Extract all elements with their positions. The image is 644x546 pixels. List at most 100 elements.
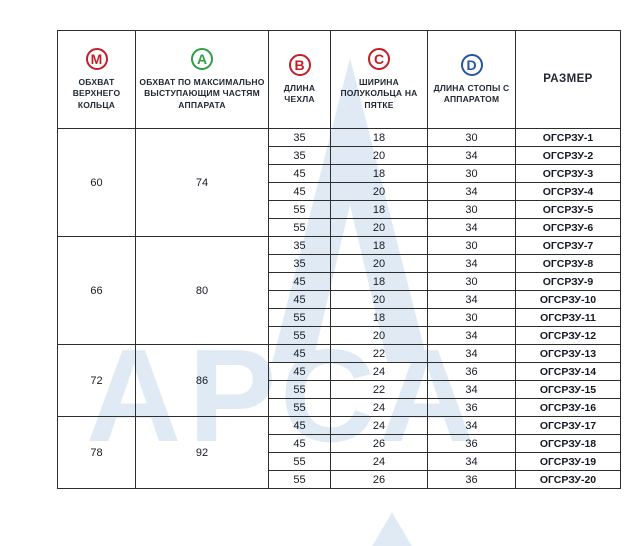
d-value-cell: 34 <box>427 416 516 435</box>
column-header-c: С ШИРИНА ПОЛУКОЛЬЦА НА ПЯТКЕ <box>330 30 428 129</box>
size-value-cell: ОГСРЗУ-12 <box>515 326 621 345</box>
b-letter-icon: В <box>288 53 311 76</box>
size-value-cell: ОГСРЗУ-16 <box>515 398 621 417</box>
column-header-size: РАЗМЕР <box>515 30 621 129</box>
table-body: 60 74 35 18 30 ОГСРЗУ-1 35 20 34 ОГСРЗУ-2 45 18 30 ОГ… <box>57 128 621 489</box>
c-value-cell: 18 <box>330 236 428 255</box>
c-value-cell: 24 <box>330 452 428 471</box>
b-value-cell: 55 <box>268 380 331 399</box>
table-row: 66 80 35 18 30 ОГСРЗУ-7 <box>57 236 621 345</box>
d-value-cell: 34 <box>427 218 516 237</box>
size-value-cell: ОГСРЗУ-1 <box>515 128 621 147</box>
size-value-cell: ОГСРЗУ-20 <box>515 470 621 489</box>
size-value-cell: ОГСРЗУ-19 <box>515 452 621 471</box>
table-row: 45 20 34 ОГСРЗУ-4 <box>58 182 621 201</box>
d-value-cell: 30 <box>427 200 516 219</box>
size-value-cell: ОГСРЗУ-8 <box>515 254 621 273</box>
c-value-cell: 18 <box>330 200 428 219</box>
size-value-cell: ОГСРЗУ-9 <box>515 272 621 291</box>
c-value-cell: 20 <box>330 146 428 165</box>
m-letter-icon: М <box>85 47 108 70</box>
table-row: 60 74 35 18 30 ОГСРЗУ-1 <box>57 128 621 237</box>
column-header-m: М ОБХВАТ ВЕРХНЕГО КОЛЬЦА <box>57 30 136 129</box>
table-row: 55 26 36 ОГСРЗУ-20 <box>58 470 621 489</box>
table-row: 55 18 30 ОГСРЗУ-5 <box>58 200 621 219</box>
table-row: 45 20 34 ОГСРЗУ-10 <box>58 290 621 309</box>
column-header-a: А ОБХВАТ ПО МАКСИМАЛЬНО ВЫСТУПАЮЩИМ ЧАСТЯ… <box>135 30 269 129</box>
m-value-cell: 66 <box>57 236 136 345</box>
c-value-cell: 20 <box>330 218 428 237</box>
c-value-cell: 20 <box>330 182 428 201</box>
size-value-cell: ОГСРЗУ-2 <box>515 146 621 165</box>
d-value-cell: 36 <box>427 398 516 417</box>
table-row: 55 18 30 ОГСРЗУ-11 <box>58 308 621 327</box>
size-value-cell: ОГСРЗУ-6 <box>515 218 621 237</box>
b-value-cell: 45 <box>268 434 331 453</box>
m-value-cell: 72 <box>57 344 136 417</box>
size-value-cell: ОГСРЗУ-10 <box>515 290 621 309</box>
size-value-cell: ОГСРЗУ-4 <box>515 182 621 201</box>
c-value-cell: 20 <box>330 326 428 345</box>
a-letter-icon: А <box>191 47 213 70</box>
size-value-cell: ОГСРЗУ-5 <box>515 200 621 219</box>
b-value-cell: 35 <box>268 146 331 165</box>
table-row: 45 18 30 ОГСРЗУ-9 <box>58 272 621 291</box>
table-row: 35 20 34 ОГСРЗУ-2 <box>58 146 621 165</box>
m-value-cell: 78 <box>57 416 136 489</box>
d-value-cell: 30 <box>427 308 516 327</box>
c-value-cell: 18 <box>330 128 428 147</box>
column-header-b: В ДЛИНА ЧЕХЛА <box>268 30 331 129</box>
d-value-cell: 30 <box>427 128 516 147</box>
size-value-cell: ОГСРЗУ-17 <box>515 416 621 435</box>
c-value-cell: 18 <box>330 272 428 291</box>
table-row: 45 26 36 ОГСРЗУ-18 <box>58 434 621 453</box>
c-value-cell: 18 <box>330 164 428 183</box>
b-value-cell: 45 <box>268 416 331 435</box>
c-value-cell: 22 <box>330 344 428 363</box>
d-value-cell: 36 <box>427 434 516 453</box>
table-head: М ОБХВАТ ВЕРХНЕГО КОЛЬЦА А ОБХВАТ ПО МАКСИМ… <box>57 30 621 129</box>
b-value-cell: 55 <box>268 200 331 219</box>
table-row: 78 92 45 24 34 ОГСРЗУ-17 <box>57 416 621 489</box>
b-value-cell: 35 <box>268 254 331 273</box>
table-row: 45 24 36 ОГСРЗУ-14 <box>58 362 621 381</box>
size-value-cell: ОГСРЗУ-15 <box>515 380 621 399</box>
m-value-cell: 60 <box>57 128 136 237</box>
table-row: 55 20 34 ОГСРЗУ-6 <box>58 218 621 237</box>
size-value-cell: ОГСРЗУ-13 <box>515 344 621 363</box>
b-value-cell: 45 <box>268 164 331 183</box>
size-value-cell: ОГСРЗУ-3 <box>515 164 621 183</box>
c-value-cell: 20 <box>330 290 428 309</box>
d-value-cell: 34 <box>427 182 516 201</box>
d-value-cell: 30 <box>427 236 516 255</box>
c-value-cell: 24 <box>330 362 428 381</box>
a-value-cell: 80 <box>135 236 269 345</box>
c-value-cell: 24 <box>330 416 428 435</box>
b-value-cell: 45 <box>268 290 331 309</box>
b-value-cell: 55 <box>268 470 331 489</box>
d-value-cell: 30 <box>427 164 516 183</box>
a-value-cell: 74 <box>135 128 269 237</box>
c-value-cell: 26 <box>330 434 428 453</box>
b-value-cell: 45 <box>268 344 331 363</box>
a-value-cell: 86 <box>135 344 269 417</box>
d-value-cell: 34 <box>427 380 516 399</box>
size-value-cell: ОГСРЗУ-7 <box>515 236 621 255</box>
size-value-cell: ОГСРЗУ-11 <box>515 308 621 327</box>
d-value-cell: 30 <box>427 272 516 291</box>
b-value-cell: 55 <box>268 398 331 417</box>
b-value-cell: 35 <box>268 236 331 255</box>
b-value-cell: 55 <box>268 308 331 327</box>
size-value-cell: ОГСРЗУ-18 <box>515 434 621 453</box>
b-value-cell: 45 <box>268 362 331 381</box>
d-value-cell: 34 <box>427 254 516 273</box>
column-label-d: ДЛИНА СТОПЫ С АППАРАТОМ <box>433 82 510 104</box>
a-value-cell: 92 <box>135 416 269 489</box>
b-value-cell: 55 <box>268 218 331 237</box>
size-chart-table: М ОБХВАТ ВЕРХНЕГО КОЛЬЦА А ОБХВАТ ПО МАКСИМ… <box>57 30 621 489</box>
column-label-b: ДЛИНА ЧЕХЛА <box>283 82 316 104</box>
column-header-d: D ДЛИНА СТОПЫ С АППАРАТОМ <box>427 30 516 129</box>
c-letter-icon: С <box>368 47 390 70</box>
c-value-cell: 22 <box>330 380 428 399</box>
column-label-size: РАЗМЕР <box>543 72 593 85</box>
